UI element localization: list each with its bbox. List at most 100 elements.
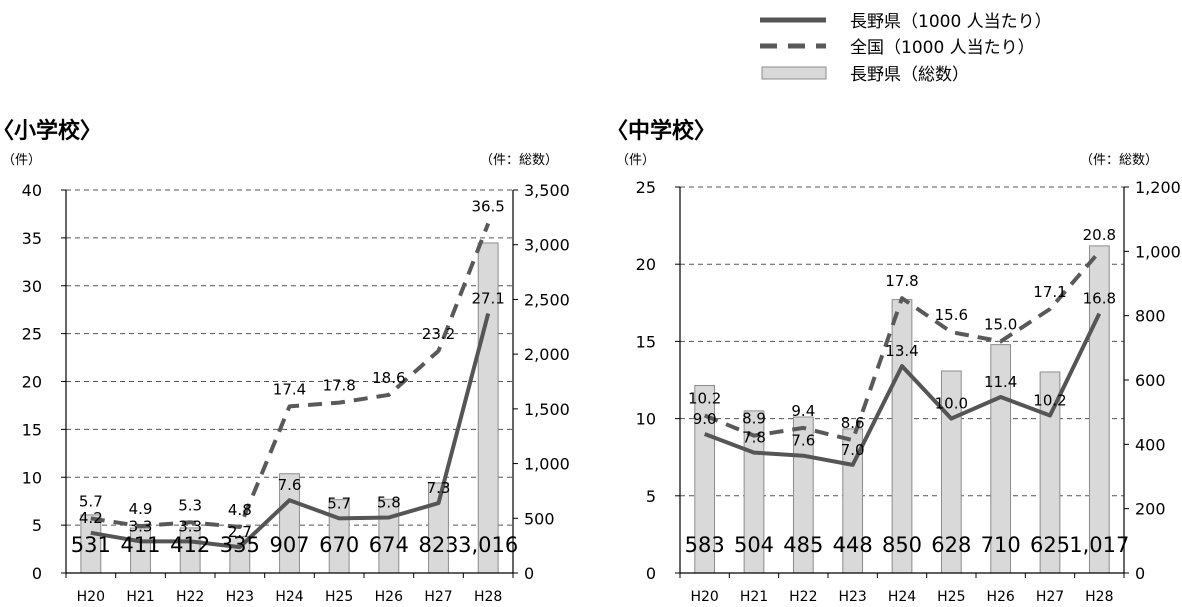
x-tick-label: H22: [176, 589, 204, 605]
right-tick-label: 1,000: [524, 455, 570, 474]
x-tick-label: H20: [77, 589, 105, 605]
bar-total-label: 850: [882, 533, 922, 557]
right-axis-unit: （件：総数）: [480, 153, 558, 168]
national-line: [703, 250, 1101, 443]
national-data-label: 5.7: [79, 492, 103, 510]
x-tick-label: H24: [888, 589, 916, 605]
nagano-data-label: 2.7: [228, 523, 252, 541]
nagano-data-label: 27.1: [471, 290, 504, 308]
bar-total-label: 1,017: [1069, 533, 1129, 557]
nagano-data-label: 10.0: [935, 395, 968, 413]
left-tick-label: 40: [22, 181, 42, 200]
x-tick-label: H23: [838, 589, 866, 605]
right-tick-label: 2,000: [524, 345, 570, 364]
nagano-data-label: 5.8: [377, 493, 401, 511]
national-data-label: 4.9: [129, 500, 153, 518]
x-tick-label: H21: [126, 589, 154, 605]
left-tick-label: 15: [636, 332, 656, 351]
right-tick-label: 200: [1135, 500, 1166, 519]
bar-total-label: 335: [220, 533, 260, 557]
nagano-data-label: 7.0: [841, 441, 865, 459]
right-tick-label: 800: [1135, 307, 1166, 326]
right-tick-label: 3,500: [524, 181, 570, 200]
x-tick-label: H27: [424, 589, 452, 605]
national-data-label: 15.6: [935, 306, 968, 324]
national-data-label: 17.1: [1033, 283, 1066, 301]
national-data-label: 20.8: [1083, 226, 1116, 244]
national-data-label: 36.5: [471, 198, 504, 216]
national-line: [90, 222, 491, 529]
legend-label-solid: 長野県（1000 人当たり）: [850, 12, 1052, 32]
right-tick-label: 0: [524, 564, 534, 583]
right-tick-label: 400: [1135, 435, 1166, 454]
bar-total-label: 412: [170, 533, 210, 557]
nagano-data-label: 7.6: [791, 432, 815, 450]
x-tick-label: H21: [740, 589, 768, 605]
left-tick-label: 10: [22, 468, 42, 487]
bar-total-label: 625: [1030, 533, 1070, 557]
bar-total-label: 3,016: [458, 533, 518, 557]
bar-total-label: 411: [120, 533, 160, 557]
bar-total-label: 504: [734, 533, 774, 557]
left-tick-label: 30: [22, 277, 42, 296]
nagano-data-label: 4.2: [79, 509, 103, 527]
x-tick-label: H26: [375, 589, 403, 605]
chart-title: 〈中学校〉: [606, 118, 716, 144]
national-data-label: 9.4: [791, 402, 815, 420]
x-tick-label: H25: [937, 589, 965, 605]
nagano-data-label: 3.3: [129, 517, 153, 535]
left-axis-unit: （件）: [616, 153, 655, 168]
right-tick-label: 1,200: [1135, 178, 1181, 197]
nagano-data-label: 3.3: [178, 517, 202, 535]
x-tick-label: H24: [275, 589, 303, 605]
chart-title: 〈小学校〉: [0, 118, 102, 144]
x-tick-label: H26: [986, 589, 1014, 605]
left-tick-label: 20: [636, 255, 656, 274]
national-data-label: 23.2: [422, 325, 455, 343]
left-axis-unit: （件）: [2, 153, 41, 168]
left-tick-label: 0: [646, 564, 656, 583]
right-tick-label: 0: [1135, 564, 1145, 583]
right-tick-label: 2,500: [524, 290, 570, 309]
bar-total-label: 583: [685, 533, 725, 557]
left-tick-label: 15: [22, 420, 42, 439]
left-tick-label: 10: [636, 410, 656, 429]
nagano-data-label: 13.4: [885, 342, 918, 360]
right-tick-label: 500: [524, 509, 555, 528]
x-tick-label: H23: [226, 589, 254, 605]
x-tick-label: H27: [1036, 589, 1064, 605]
left-tick-label: 35: [22, 229, 42, 248]
nagano-line: [703, 312, 1102, 467]
legend-label-bar: 長野県（総数）: [850, 65, 969, 85]
elementary-school-chart: 〈小学校〉 （件） （件：総数） 0 5 10 15 20 25 30 35 40 0 500 1,0…: [0, 118, 570, 605]
national-data-label: 17.8: [885, 272, 918, 290]
x-tick-label: H28: [474, 589, 502, 605]
nagano-data-label: 11.4: [984, 373, 1017, 391]
right-tick-label: 600: [1135, 371, 1166, 390]
left-tick-label: 5: [646, 487, 656, 506]
bar-total-label: 485: [783, 533, 823, 557]
right-tick-label: 1,000: [1135, 242, 1181, 261]
junior-high-school-chart: 〈中学校〉 （件） （件：総数） 0 5 10 15 20 25 0 200 400 600 800…: [606, 118, 1181, 605]
bar-total-label: 628: [931, 533, 971, 557]
bar-total-label: 448: [833, 533, 873, 557]
left-tick-label: 5: [32, 516, 42, 535]
x-tick-label: H28: [1085, 589, 1113, 605]
x-tick-label: H22: [789, 589, 817, 605]
nagano-data-label: 7.8: [742, 429, 766, 447]
right-tick-label: 1,500: [524, 400, 570, 419]
bar-total-label: 531: [71, 533, 111, 557]
legend: 長野県（1000 人当たり） 全国（1000 人当たり） 長野県（総数）: [760, 12, 1052, 85]
bar-total-label: 907: [269, 533, 309, 557]
left-tick-label: 0: [32, 564, 42, 583]
left-tick-label: 25: [22, 325, 42, 344]
legend-label-dashed: 全国（1000 人当たり）: [850, 38, 1035, 58]
bar-H24: [891, 299, 913, 574]
national-data-label: 8.9: [742, 410, 766, 428]
nagano-data-label: 10.2: [1033, 392, 1066, 410]
left-tick-label: 20: [22, 373, 42, 392]
left-tick-label: 25: [636, 178, 656, 197]
x-tick-label: H25: [325, 589, 353, 605]
nagano-data-label: 5.7: [327, 494, 351, 512]
